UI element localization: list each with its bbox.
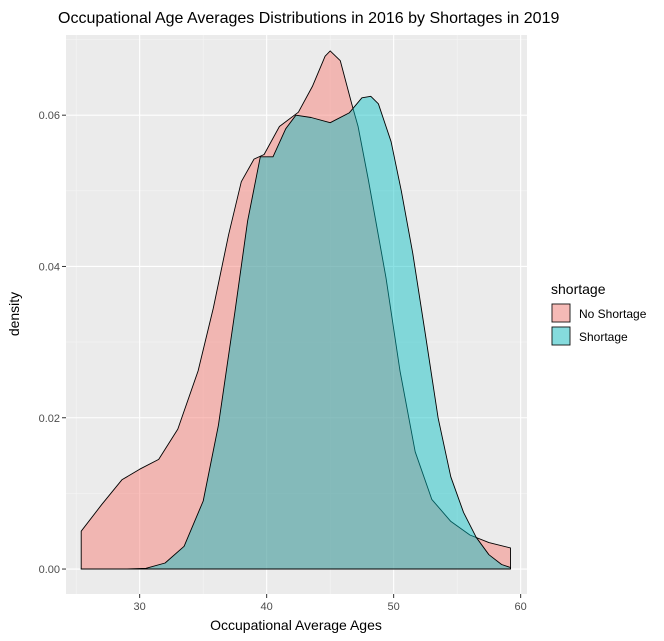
- legend-swatch-no-shortage: [551, 303, 571, 323]
- legend-title: shortage: [551, 281, 606, 297]
- plot-panel: [66, 35, 527, 594]
- x-axis: 30 40 50 60: [134, 594, 527, 613]
- legend-label-no-shortage: No Shortage: [579, 307, 647, 321]
- legend-key-bg-no-shortage: [551, 303, 571, 323]
- grid-minor: [66, 35, 527, 594]
- y-tick-label: 0.02: [39, 413, 60, 425]
- density-areas: [80, 50, 511, 570]
- x-axis-title: Occupational Average Ages: [210, 617, 382, 633]
- legend-key-bg-shortage: [551, 326, 571, 346]
- legend-swatch-shortage: [551, 326, 571, 346]
- legend-label-shortage: Shortage: [579, 330, 628, 344]
- x-tick-label: 50: [388, 601, 400, 613]
- chart-title: Occupational Age Averages Distributions …: [58, 10, 559, 27]
- y-axis: 0.00 0.02 0.04 0.06: [39, 110, 66, 576]
- x-tick-label: 60: [515, 601, 527, 613]
- y-tick-label: 0.00: [39, 564, 60, 576]
- x-tick-label: 40: [261, 601, 273, 613]
- legend: shortage No Shortage Shortage: [551, 281, 647, 346]
- grid-major: [66, 35, 527, 594]
- density-area-shortage: [80, 95, 511, 570]
- y-tick-label: 0.06: [39, 110, 60, 122]
- x-tick-label: 30: [134, 601, 146, 613]
- y-tick-label: 0.04: [39, 261, 60, 273]
- density-area-no-shortage: [80, 50, 511, 570]
- y-axis-title: density: [6, 292, 22, 336]
